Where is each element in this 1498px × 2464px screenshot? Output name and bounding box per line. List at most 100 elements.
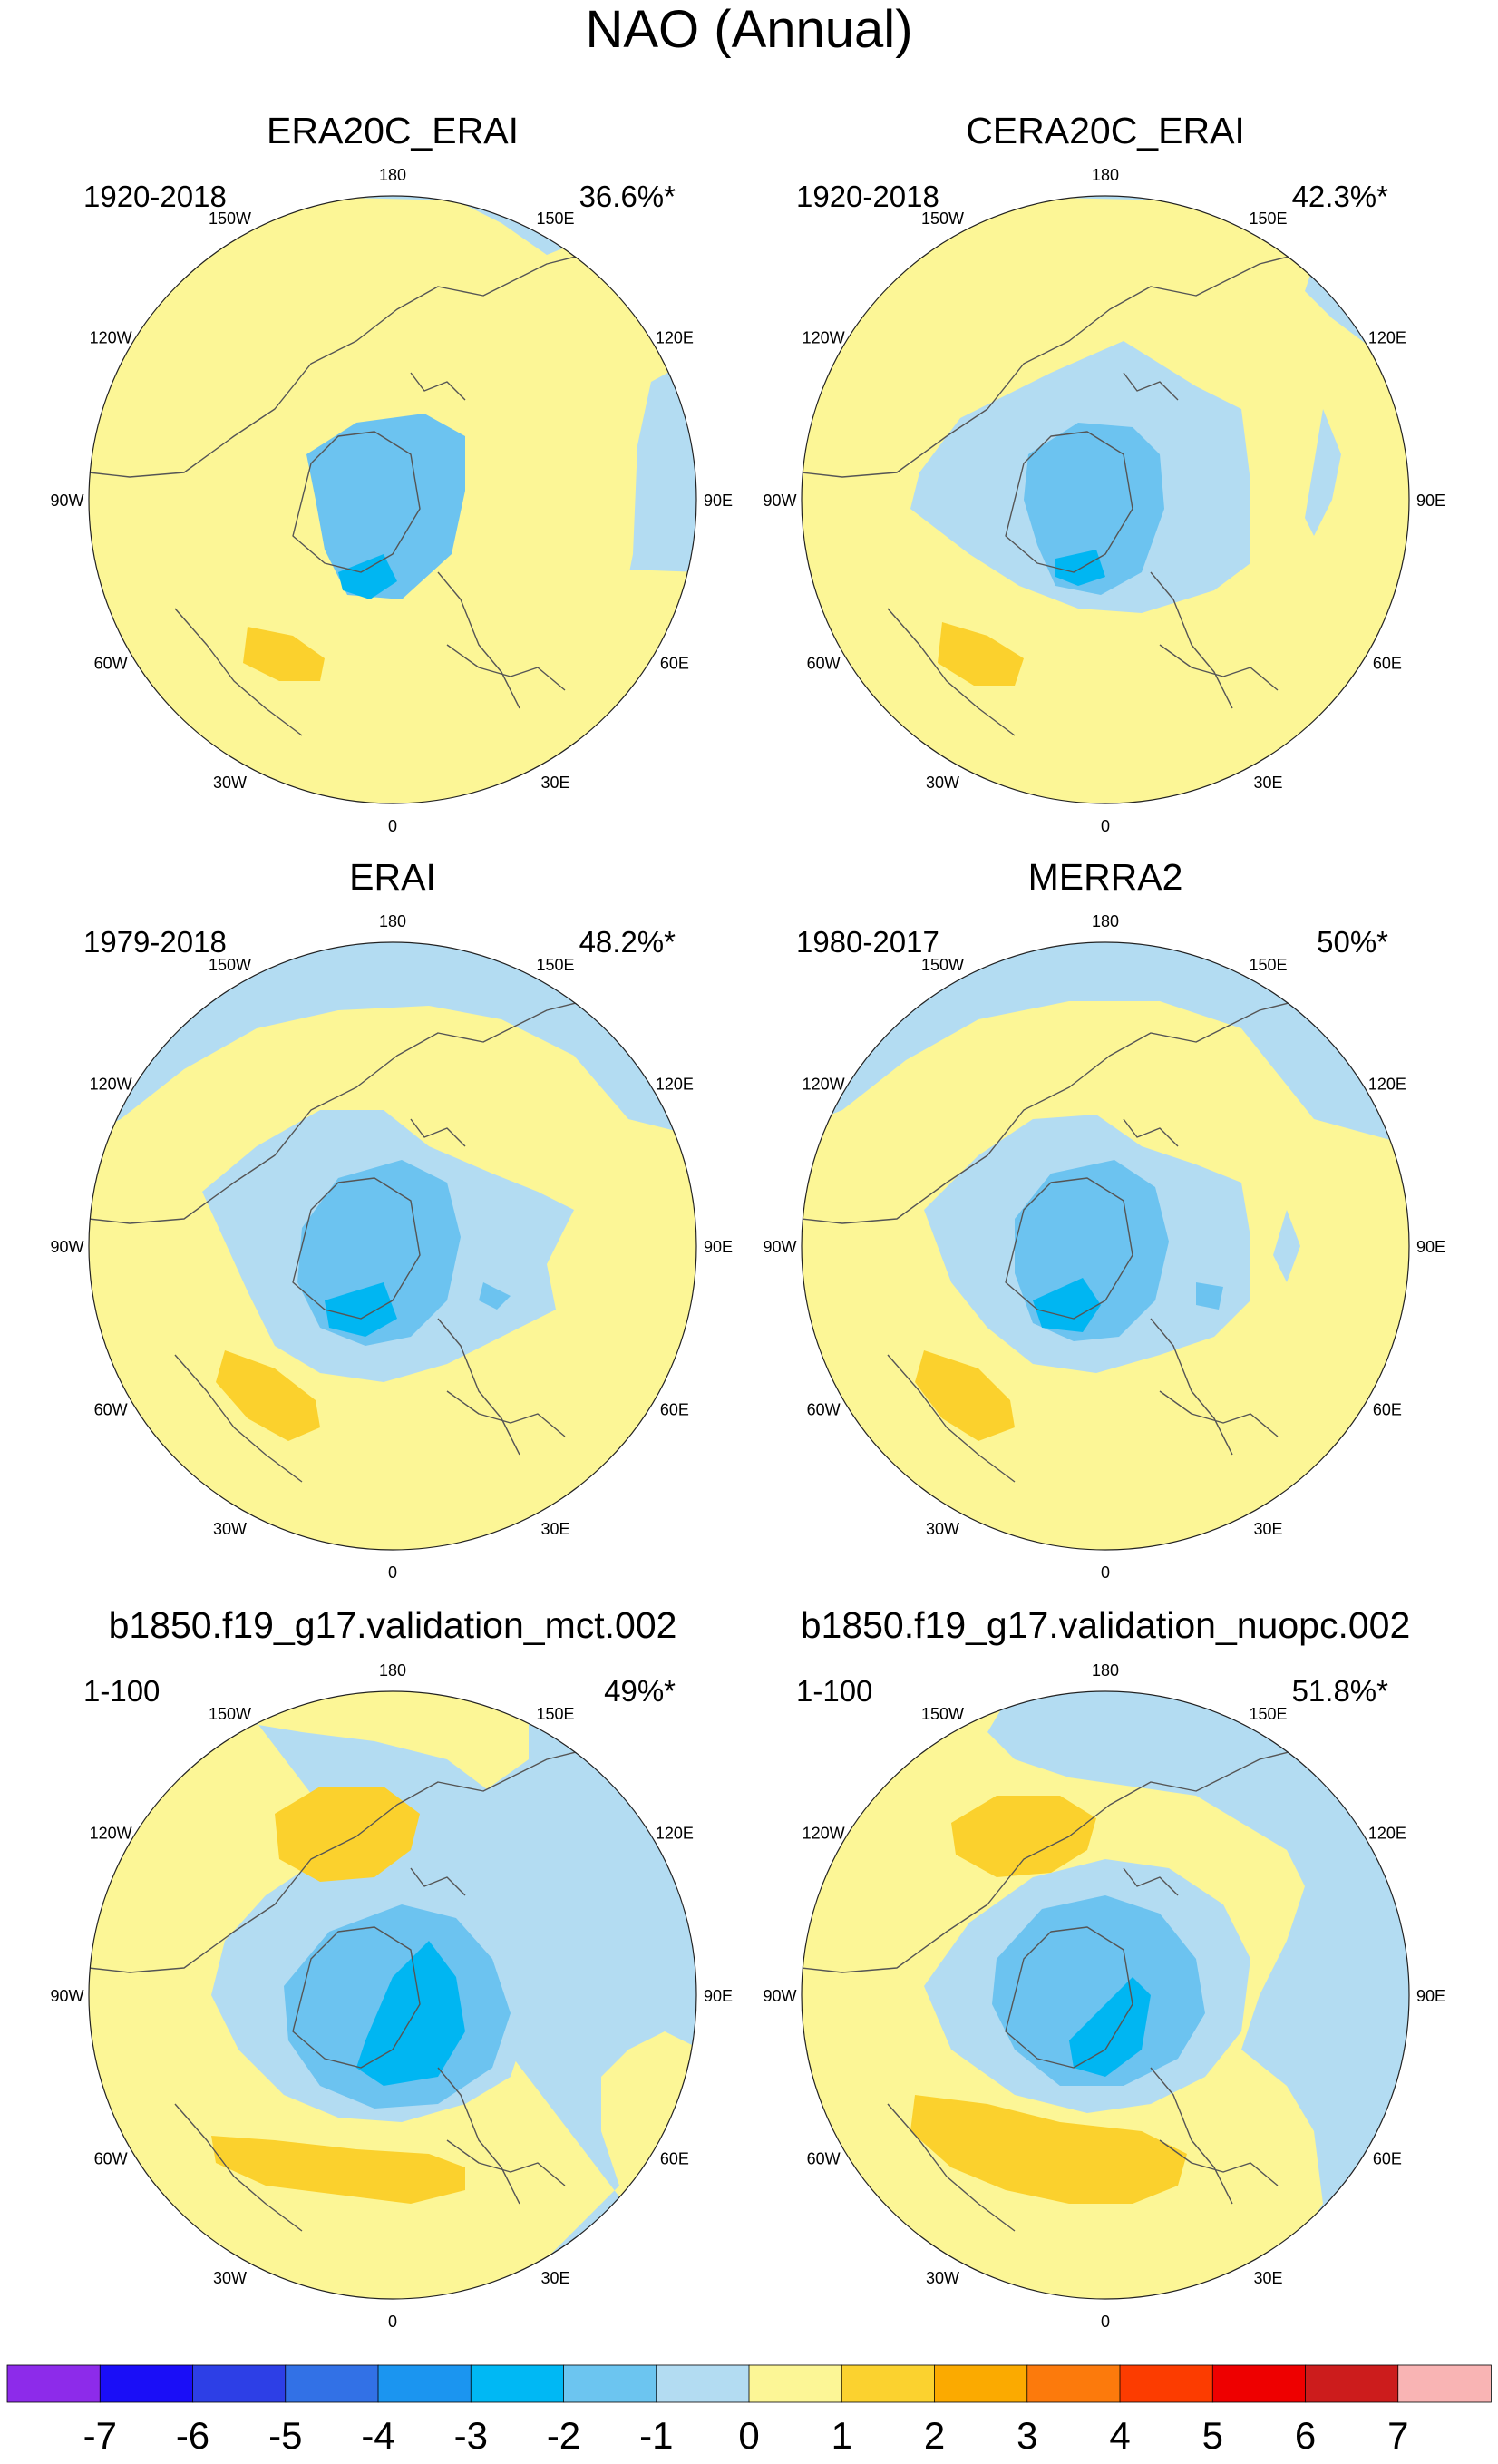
longitude-label: 60W	[94, 2150, 128, 2168]
panel-variance: 51.8%*	[1292, 1674, 1389, 1708]
longitude-label: 120W	[90, 1076, 132, 1094]
colorbar-swatch	[285, 2364, 379, 2403]
map-boundary	[801, 941, 1410, 1551]
negative-contour-3	[356, 1941, 465, 2086]
longitude-label: 150W	[209, 1705, 251, 1723]
longitude-label: 60E	[660, 655, 689, 673]
longitude-label: 60W	[807, 2150, 841, 2168]
longitude-label: 180	[1092, 166, 1119, 184]
colorbar-swatch	[1119, 2364, 1214, 2403]
colorbar-tick-label: 4	[1109, 2414, 1130, 2457]
longitude-label: 180	[1092, 912, 1119, 930]
longitude-label: 60W	[94, 655, 128, 673]
panel-1: ERA20C_ERAI 1920-2018 36.6%* 180 150E 120E…	[50, 110, 733, 835]
longitude-label: 30E	[1253, 1520, 1282, 1538]
panel-period: 1920-2018	[83, 180, 227, 213]
panel-variance: 36.6%*	[579, 180, 676, 213]
panel-period: 1980-2017	[796, 925, 939, 959]
longitude-label: 60E	[1373, 1401, 1402, 1419]
coastlines	[802, 245, 1333, 736]
longitude-label: 180	[379, 912, 406, 930]
colorbar-swatch	[6, 2364, 102, 2403]
coastlines	[89, 245, 620, 736]
longitude-label: 0	[388, 817, 397, 835]
longitude-label: 0	[1101, 2313, 1110, 2331]
longitude-label: 90E	[1416, 1987, 1445, 2005]
positive-contour-2-atlantic	[910, 2095, 1187, 2204]
colorbar-swatch	[748, 2364, 843, 2403]
negative-region-north-pacific	[89, 942, 696, 1137]
longitude-label: 150E	[1249, 1705, 1287, 1723]
panel-title: b1850.f19_g17.validation_nuopc.002	[801, 1604, 1411, 1646]
negative-contour-2	[1024, 423, 1164, 595]
longitude-label: 30W	[213, 1520, 247, 1538]
panel-6: b1850.f19_g17.validation_nuopc.002 1-100…	[763, 1604, 1445, 2331]
colorbar-swatch	[934, 2364, 1028, 2403]
panel-5: b1850.f19_g17.validation_mct.002 1-100 4…	[50, 1604, 733, 2331]
longitude-label: 0	[388, 2313, 397, 2331]
longitude-label: 120E	[656, 329, 694, 347]
longitude-label: 120W	[90, 329, 132, 347]
longitude-label: 120W	[90, 1825, 132, 1843]
panel-variance: 42.3%*	[1292, 180, 1389, 213]
colorbar-tick-label: -4	[361, 2414, 394, 2457]
longitude-label: 30W	[213, 2269, 247, 2287]
longitude-label: 60W	[807, 1401, 841, 1419]
longitude-label: 30W	[926, 1520, 959, 1538]
panel-2: CERA20C_ERAI 1920-2018 42.3%* 180 150E 120…	[763, 110, 1445, 835]
longitude-label: 120E	[1368, 1076, 1406, 1094]
longitude-label: 90W	[763, 492, 796, 510]
longitude-label: 30W	[926, 774, 959, 792]
longitude-label: 150W	[921, 956, 964, 974]
figure-title: NAO (Annual)	[585, 0, 912, 59]
panel-title: MERRA2	[1028, 856, 1183, 898]
panel-variance: 48.2%*	[579, 925, 676, 959]
colorbar-swatch	[377, 2364, 472, 2403]
colorbar-tick-label: -2	[547, 2414, 580, 2457]
longitude-label: 120W	[802, 1825, 845, 1843]
map-boundary	[88, 195, 697, 804]
panel-4: MERRA2 1980-2017 50%* 180 150E 120E 90E 60E 3…	[763, 856, 1445, 1582]
panel-3: ERAI 1979-2018 48.2%* 180 150E 120E 90E 60E 3…	[50, 856, 733, 1582]
colorbar-swatch	[470, 2364, 565, 2403]
panel-period: 1-100	[796, 1674, 872, 1708]
coastlines	[89, 1740, 620, 2232]
longitude-label: 120E	[656, 1825, 694, 1843]
longitude-label: 150W	[921, 209, 964, 228]
colorbar-tick-label: -1	[639, 2414, 673, 2457]
longitude-label: 120W	[802, 1076, 845, 1094]
longitude-label: 120E	[1368, 1825, 1406, 1843]
longitude-label: 60E	[1373, 655, 1402, 673]
panel-variance: 49%*	[604, 1674, 676, 1708]
longitude-label: 90W	[763, 1987, 796, 2005]
colorbar-tick-label: -3	[454, 2414, 488, 2457]
map-boundary	[88, 1690, 697, 2300]
negative-contour-3	[325, 1282, 397, 1337]
panel-title: ERA20C_ERAI	[267, 110, 519, 151]
longitude-label: 90W	[50, 1987, 83, 2005]
longitude-label: 150E	[1249, 956, 1287, 974]
longitude-label: 150E	[536, 956, 574, 974]
colorbar-swatch	[99, 2364, 194, 2403]
coastlines	[89, 991, 620, 1483]
longitude-label: 60E	[1373, 2150, 1402, 2168]
colorbar-swatch	[656, 2364, 750, 2403]
longitude-label: 0	[1101, 1563, 1110, 1582]
longitude-label: 150E	[1249, 209, 1287, 228]
panel-title: CERA20C_ERAI	[966, 110, 1245, 151]
map-boundary	[801, 1690, 1410, 2300]
longitude-label: 180	[1092, 1661, 1119, 1680]
negative-contour-2	[306, 414, 465, 599]
longitude-label: 30E	[1253, 2269, 1282, 2287]
panel-title: b1850.f19_g17.validation_mct.002	[109, 1604, 677, 1646]
longitude-label: 150W	[209, 956, 251, 974]
negative-contour-3	[1069, 1977, 1151, 2077]
longitude-label: 30E	[540, 774, 569, 792]
longitude-label: 60E	[660, 1401, 689, 1419]
map-boundary	[88, 941, 697, 1551]
colorbar-swatch	[1026, 2364, 1121, 2403]
longitude-label: 30E	[540, 1520, 569, 1538]
longitude-label: 90W	[50, 492, 83, 510]
longitude-label: 30W	[926, 2269, 959, 2287]
colorbar-tick-label: 3	[1016, 2414, 1037, 2457]
